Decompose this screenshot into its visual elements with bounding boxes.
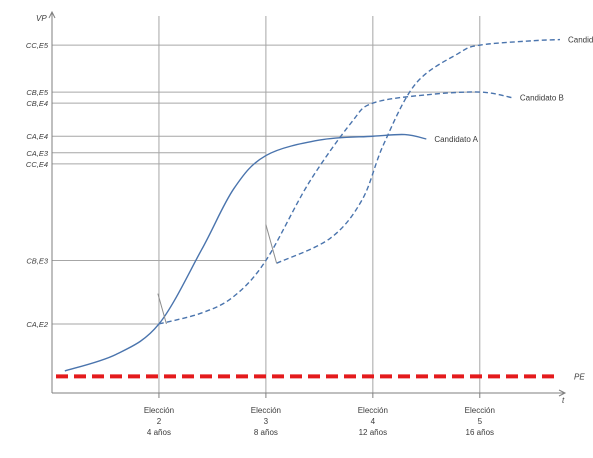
level-label-cc_e4: CC,E4 — [26, 160, 48, 169]
series-label: Candidato B — [520, 94, 564, 103]
election-label: 8 años — [254, 428, 278, 437]
drop-line — [157, 293, 167, 325]
level-label-cb_e3: CB,E3 — [26, 256, 49, 265]
election-label: 2 — [157, 417, 162, 426]
drop-line — [265, 224, 278, 264]
election-label: 3 — [264, 417, 269, 426]
series-line-candidato-c — [276, 38, 561, 264]
level-label-cb_e4: CB,E4 — [26, 99, 48, 108]
election-label: Elección — [251, 406, 281, 415]
election-label: 12 años — [359, 428, 387, 437]
level-label-ca_e3: CA,E3 — [26, 149, 49, 158]
election-label: 16 años — [466, 428, 494, 437]
gridlines — [52, 16, 481, 398]
y-axis-labels: CC,E5 CB,E5 CB,E4 CA,E4 CA,E3 CC,E4 CB,E3 CA,E2 — [26, 41, 49, 329]
series-labels: Candidato A Candidato B Candidato C — [434, 36, 593, 144]
election-label: 4 — [371, 417, 376, 426]
election-label: Elección — [465, 406, 495, 415]
series-label: Candidato C — [568, 36, 593, 45]
pe-label: PE — [574, 372, 585, 381]
series-line-candidato-b — [158, 91, 513, 325]
axes — [48, 10, 567, 397]
x-axis-title: t — [562, 396, 565, 405]
x-axis-labels: Elección 2 4 años Elección 3 8 años Elección 4 1… — [144, 406, 495, 437]
series-layer — [64, 38, 561, 372]
election-label: Elección — [358, 406, 388, 415]
series-line-candidato-a — [64, 133, 427, 372]
x-axis-arrow — [558, 389, 567, 397]
election-label: 4 años — [147, 428, 171, 437]
level-label-ca_e4: CA,E4 — [26, 132, 48, 141]
level-label-cc_e5: CC,E5 — [26, 41, 49, 50]
level-label-cb_e5: CB,E5 — [26, 88, 49, 97]
y-axis-title: VP — [36, 14, 47, 23]
election-label: 5 — [478, 417, 483, 426]
series-label: Candidato A — [434, 135, 478, 144]
y-axis-arrow — [48, 10, 56, 19]
election-label: Elección — [144, 406, 174, 415]
level-label-ca_e2: CA,E2 — [26, 320, 49, 329]
